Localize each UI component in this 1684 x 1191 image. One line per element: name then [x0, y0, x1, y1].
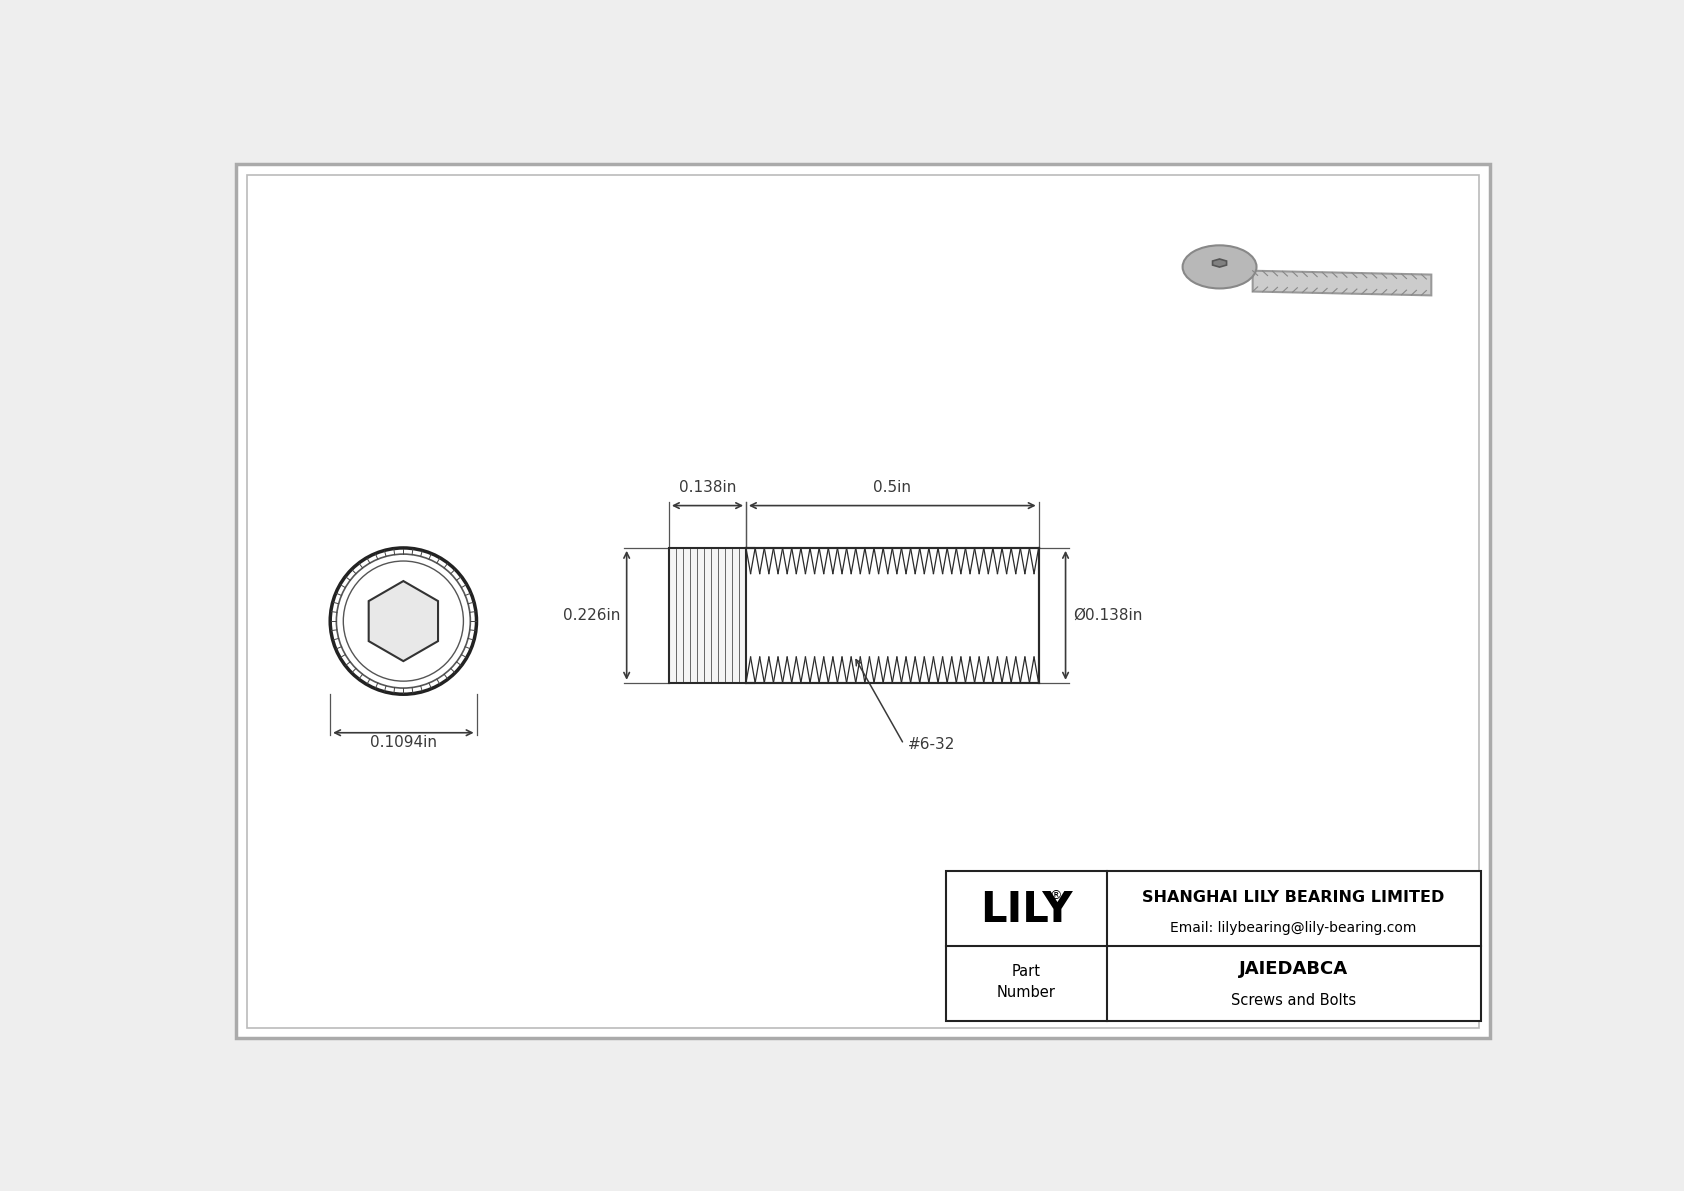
Bar [669, 548, 746, 682]
Polygon shape [369, 581, 438, 661]
Text: Email: lilybearing@lily-bearing.com: Email: lilybearing@lily-bearing.com [1170, 921, 1416, 935]
Text: Part
Number: Part Number [997, 965, 1056, 1000]
Ellipse shape [1182, 245, 1256, 288]
Text: 0.226in: 0.226in [562, 607, 620, 623]
Polygon shape [1253, 270, 1431, 295]
Text: 0.138in: 0.138in [679, 480, 736, 494]
Text: ®: ® [1049, 890, 1063, 903]
Bar [946, 871, 1480, 1022]
Text: JAIEDABCA: JAIEDABCA [1239, 960, 1349, 978]
Text: LILY: LILY [980, 888, 1073, 931]
Text: Screws and Bolts: Screws and Bolts [1231, 993, 1356, 1008]
Text: Ø0.138in: Ø0.138in [1073, 607, 1143, 623]
Text: SHANGHAI LILY BEARING LIMITED: SHANGHAI LILY BEARING LIMITED [1142, 890, 1445, 905]
Circle shape [330, 548, 477, 694]
Text: #6-32: #6-32 [908, 737, 955, 752]
Bar [746, 548, 1039, 682]
Polygon shape [1212, 258, 1226, 267]
Text: 0.5in: 0.5in [874, 480, 911, 494]
Text: 0.1094in: 0.1094in [370, 735, 436, 749]
